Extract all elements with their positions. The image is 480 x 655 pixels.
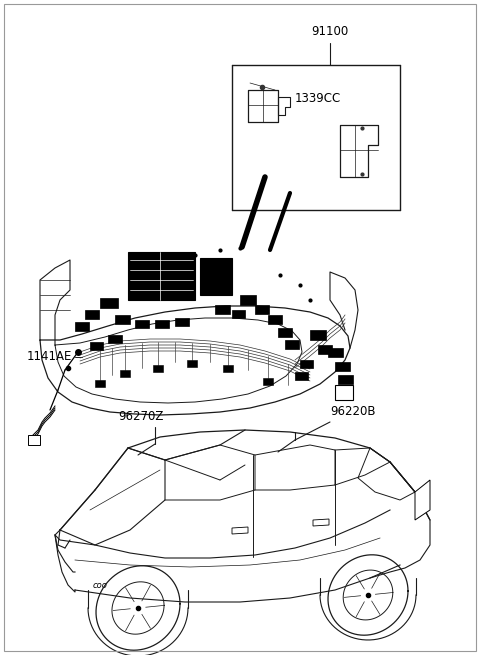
Polygon shape xyxy=(263,378,273,385)
Polygon shape xyxy=(115,315,130,324)
Polygon shape xyxy=(313,519,329,526)
Text: coo: coo xyxy=(93,580,108,590)
Polygon shape xyxy=(100,298,118,308)
Polygon shape xyxy=(285,340,299,349)
Polygon shape xyxy=(200,258,232,295)
Polygon shape xyxy=(108,335,122,343)
Polygon shape xyxy=(338,375,353,384)
Polygon shape xyxy=(153,365,163,372)
Polygon shape xyxy=(240,295,256,305)
Polygon shape xyxy=(187,360,197,367)
Polygon shape xyxy=(278,328,292,337)
Polygon shape xyxy=(175,318,189,326)
Text: 96270Z: 96270Z xyxy=(118,410,163,423)
Polygon shape xyxy=(318,345,332,354)
Polygon shape xyxy=(255,305,269,314)
Polygon shape xyxy=(295,372,308,380)
Text: 96220B: 96220B xyxy=(330,405,375,418)
Polygon shape xyxy=(120,370,130,377)
Polygon shape xyxy=(28,435,40,445)
Polygon shape xyxy=(232,310,245,318)
Polygon shape xyxy=(223,365,233,372)
Polygon shape xyxy=(415,480,430,520)
Polygon shape xyxy=(75,322,89,331)
Polygon shape xyxy=(155,320,169,328)
Text: 1141AE: 1141AE xyxy=(26,350,72,364)
Polygon shape xyxy=(268,315,282,324)
Polygon shape xyxy=(95,380,105,387)
Polygon shape xyxy=(335,385,353,400)
Polygon shape xyxy=(310,330,326,340)
Polygon shape xyxy=(328,348,343,357)
Polygon shape xyxy=(135,320,149,328)
Polygon shape xyxy=(85,310,99,319)
Text: 91100: 91100 xyxy=(312,25,348,38)
Text: 1339CC: 1339CC xyxy=(295,92,341,105)
Polygon shape xyxy=(215,305,230,314)
Polygon shape xyxy=(300,360,313,368)
Polygon shape xyxy=(232,527,248,534)
Polygon shape xyxy=(335,362,350,371)
Polygon shape xyxy=(90,342,103,350)
Polygon shape xyxy=(128,252,195,300)
